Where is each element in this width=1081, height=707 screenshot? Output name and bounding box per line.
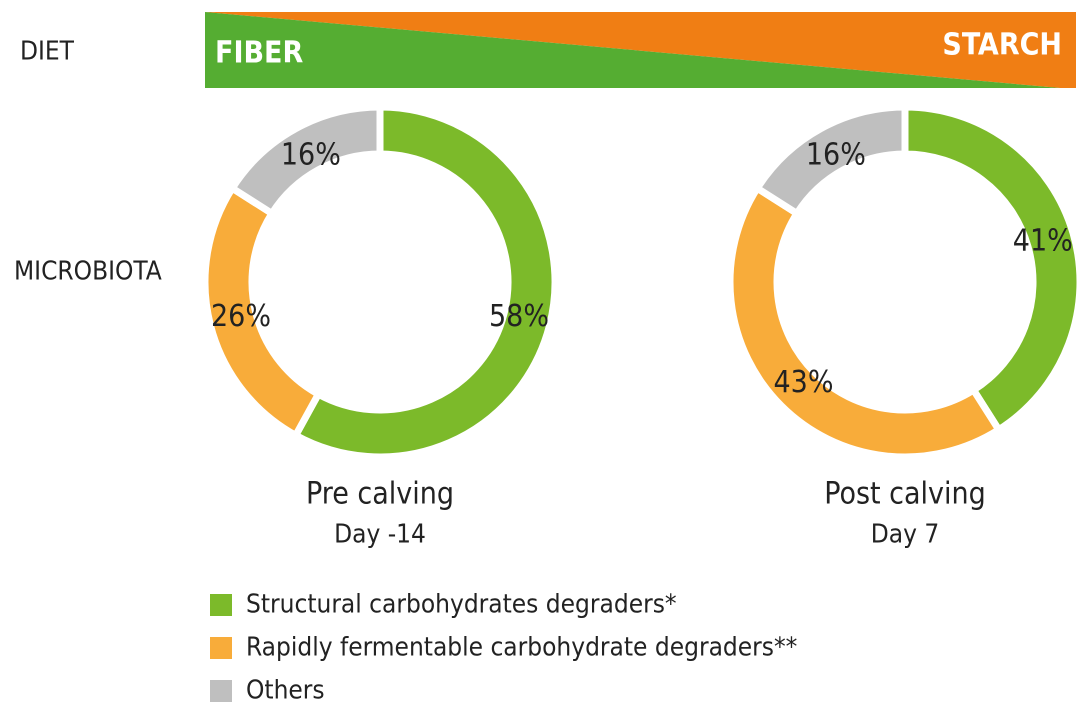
value-label: 58% [489, 299, 549, 334]
donut-segment [227, 103, 384, 219]
legend-label: Structural carbohydrates degraders* [246, 590, 677, 620]
diet-fiber-band [205, 12, 1060, 88]
donut-segment [290, 103, 559, 461]
diet-starch: STARCH [942, 28, 1062, 63]
legend-swatch [210, 594, 232, 616]
microbiota-label: MICROBIOTA [14, 257, 162, 287]
legend-swatch [210, 680, 232, 702]
chart-subtitle: Day 7 [871, 520, 940, 550]
diet-label: DIET [20, 37, 75, 67]
value-label: 16% [806, 138, 866, 173]
diet-fiber: FIBER [215, 36, 303, 71]
value-label: 16% [281, 138, 341, 173]
value-label: 41% [1013, 223, 1073, 258]
chart-title: Pre calving [306, 477, 454, 512]
donut-segment [726, 183, 1004, 461]
legend-label: Rapidly fermentable carbohydrate degrade… [246, 633, 797, 663]
chart-subtitle: Day -14 [334, 520, 426, 550]
diet-starch-band [205, 12, 1076, 88]
value-label: 43% [774, 365, 834, 400]
value-label: 26% [211, 299, 271, 334]
donut-segment [752, 103, 909, 219]
legend-swatch [210, 637, 232, 659]
donut-segment [901, 103, 1081, 435]
legend-label: Others [246, 676, 325, 706]
chart-title: Post calving [824, 477, 986, 512]
